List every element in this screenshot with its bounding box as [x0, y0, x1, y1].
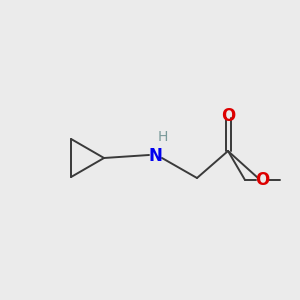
- Text: O: O: [221, 107, 235, 125]
- Text: N: N: [148, 147, 162, 165]
- Text: H: H: [158, 130, 168, 144]
- Text: O: O: [255, 171, 269, 189]
